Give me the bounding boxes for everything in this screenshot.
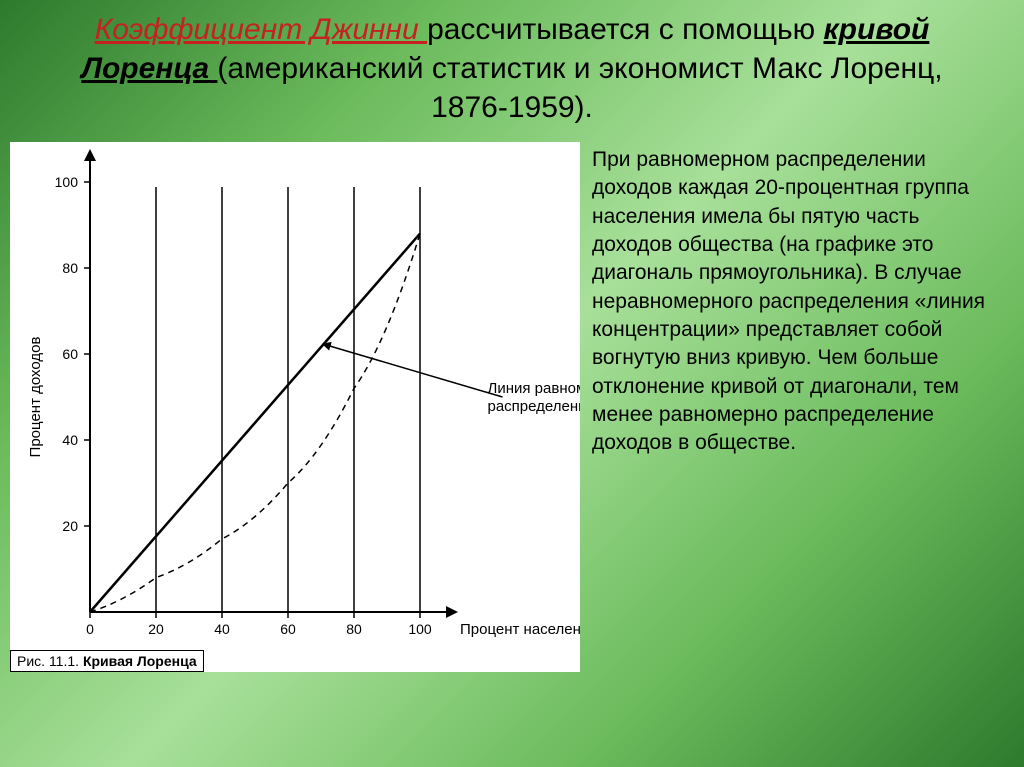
svg-text:Процент населения: Процент населения: [460, 621, 580, 638]
title-red: Коэффициент Джинни: [95, 13, 427, 46]
svg-text:20: 20: [62, 518, 78, 534]
content-row: 0 20 40 60 80 100 20 40 60 80 100 Процент населения…: [0, 142, 1024, 672]
chart-caption: Рис. 11.1. Кривая Лоренца: [10, 650, 204, 672]
title-p2: рассчитывается с помощью: [427, 13, 823, 46]
svg-text:Линия равномерного: Линия равномерного: [488, 380, 581, 397]
svg-text:20: 20: [148, 621, 164, 637]
slide-title: Коэффициент Джинни рассчитывается с помо…: [0, 0, 1024, 142]
caption-bold: Кривая Лоренца: [83, 653, 197, 669]
lorenz-chart: 0 20 40 60 80 100 20 40 60 80 100 Процент населения…: [10, 142, 580, 672]
svg-text:100: 100: [408, 621, 432, 637]
title-p4: (американский статистик и экономист Макс…: [217, 52, 942, 124]
chart-svg: 0 20 40 60 80 100 20 40 60 80 100 Процент населения…: [10, 142, 580, 672]
svg-text:80: 80: [62, 260, 78, 276]
svg-text:100: 100: [55, 174, 79, 190]
svg-text:0: 0: [86, 621, 94, 637]
svg-text:80: 80: [346, 621, 362, 637]
svg-text:40: 40: [214, 621, 230, 637]
caption-prefix: Рис. 11.1.: [17, 653, 83, 669]
explanation-text: При равномерном распределении доходов ка…: [592, 142, 1014, 672]
svg-text:Процент доходов: Процент доходов: [27, 337, 44, 458]
svg-text:60: 60: [62, 346, 78, 362]
svg-text:40: 40: [62, 432, 78, 448]
svg-text:60: 60: [280, 621, 296, 637]
svg-text:распределения доходов: распределения доходов: [488, 398, 581, 415]
